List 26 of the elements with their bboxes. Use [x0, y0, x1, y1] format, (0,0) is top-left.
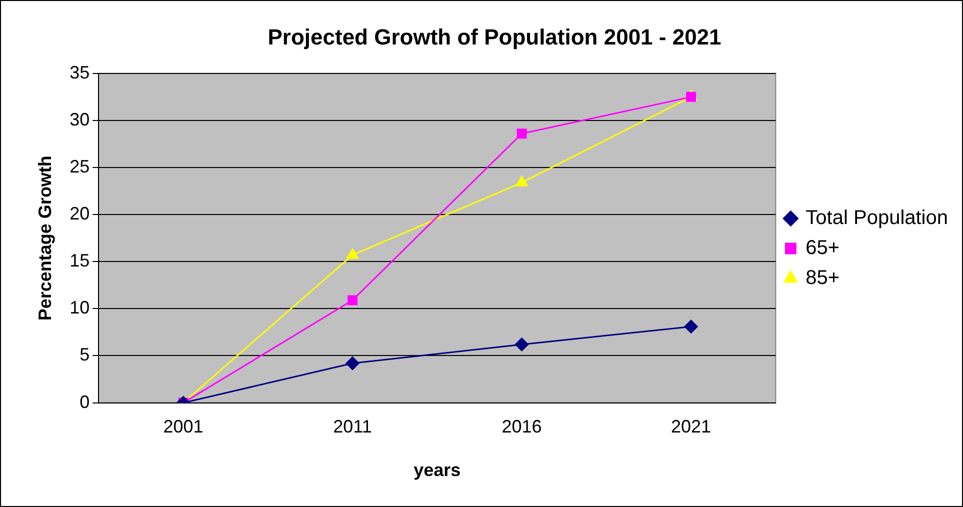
point	[516, 128, 527, 139]
y-tick-label: 5	[80, 344, 90, 365]
point	[346, 356, 360, 370]
legend-label: 85+	[806, 267, 840, 290]
x-tick-label: 2021	[671, 416, 712, 437]
point	[348, 295, 358, 306]
y-tick-label: 20	[70, 204, 90, 224]
point	[686, 92, 696, 102]
y-tick-label: 35	[70, 62, 90, 82]
y-tick-label: 0	[80, 392, 90, 412]
x-tick-label: 2001	[163, 416, 204, 437]
x-tick-label: 2011	[333, 416, 372, 437]
y-tick-label: 30	[70, 109, 90, 130]
legend-label: Total Population	[806, 207, 948, 230]
legend-label: 65+	[806, 237, 840, 260]
y-tick-label: 10	[70, 298, 90, 318]
point	[684, 320, 698, 334]
point	[346, 248, 358, 259]
x-axis-title: years	[414, 460, 461, 480]
point	[515, 338, 529, 352]
y-axis-title: Percentage Growth	[34, 156, 55, 321]
y-tick-label: 25	[70, 156, 90, 176]
y-tick-label: 15	[70, 250, 90, 271]
chart-title: Projected Growth of Population 2001 - 2021	[268, 24, 722, 50]
point	[516, 176, 528, 186]
x-tick-label: 2016	[502, 416, 542, 437]
